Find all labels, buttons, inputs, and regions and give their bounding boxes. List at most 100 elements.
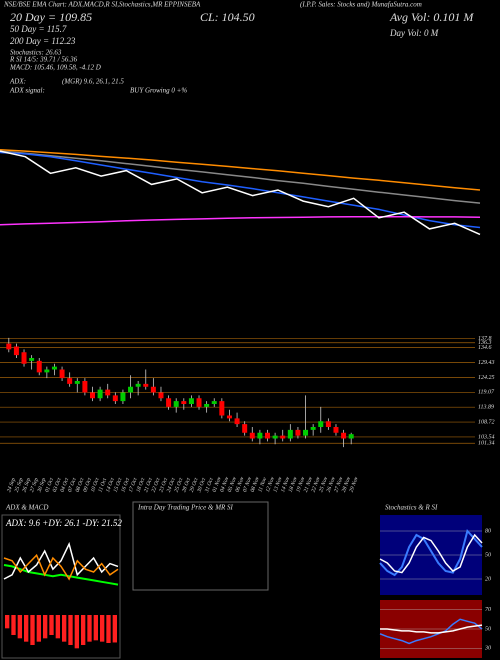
bar xyxy=(49,615,54,635)
candle-body xyxy=(59,369,65,379)
bar xyxy=(100,615,105,642)
x-tick-label: 04 Oct xyxy=(59,476,71,493)
candle-body xyxy=(211,401,217,404)
adx-vals: (MGR) 9.6, 26.1, 21.5 xyxy=(62,78,124,86)
rsi: R SI 14/5: 39.71 / 56.36 xyxy=(9,56,78,64)
y-tick-label: 30 xyxy=(484,646,491,652)
macd: MACD: 105.46, 109.58, -4.12 D xyxy=(9,64,101,72)
x-tick-label: 16 Oct xyxy=(120,477,131,493)
candle-body xyxy=(204,404,210,407)
x-tick-label: 25 Oct xyxy=(174,477,185,493)
candle-body xyxy=(181,401,187,404)
candle-body xyxy=(90,392,95,399)
series-line xyxy=(0,151,481,229)
x-tick-label: 12 Nov xyxy=(265,476,276,493)
bar xyxy=(74,615,79,649)
x-tick-label: 03 Oct xyxy=(52,477,63,493)
x-tick-label: 06 Nov xyxy=(234,476,245,493)
y-tick-label: 136.3 xyxy=(478,340,492,346)
candle-body xyxy=(36,360,42,373)
intraday-title: Intra Day Trading Price & MR SI xyxy=(137,504,234,512)
day-vol: Day Vol: 0 M xyxy=(389,28,439,38)
panel-title: ADX & MACD xyxy=(5,504,48,512)
x-tick-label: 21 Oct xyxy=(143,477,154,493)
series-line xyxy=(379,618,483,645)
x-tick-label: 01 Nov xyxy=(212,476,223,493)
y-tick-label: 103.54 xyxy=(478,433,495,440)
y-tick-label: 124.25 xyxy=(478,374,495,381)
candle-body xyxy=(112,395,118,402)
bar xyxy=(43,615,48,639)
candle-body xyxy=(242,424,248,433)
x-tick-label: 29 Oct xyxy=(189,477,200,493)
x-tick-label: 27 Sep xyxy=(29,477,40,493)
x-tick-label: 25 Nov xyxy=(318,476,329,493)
bar xyxy=(55,615,60,639)
y-tick-label: 134.6 xyxy=(478,344,492,351)
bar xyxy=(36,615,41,642)
x-tick-label: 27 Nov xyxy=(333,476,344,493)
x-tick-label: 28 Oct xyxy=(181,477,192,493)
bar xyxy=(81,615,86,645)
candle-body xyxy=(97,389,103,399)
candle-body xyxy=(219,401,225,416)
x-tick-label: 07 Oct xyxy=(67,477,78,493)
candle-body xyxy=(348,434,354,439)
candle-body xyxy=(310,427,316,430)
close: CL: 104.50 xyxy=(200,10,255,24)
y-tick-label: 108.72 xyxy=(478,419,495,425)
panel-subtitle: ADX: 9.6 +DY: 26.1 -DY: 21.52 xyxy=(5,518,122,528)
candle-body xyxy=(188,398,194,404)
intraday-panel xyxy=(132,501,269,591)
candle-body xyxy=(280,435,286,439)
bar xyxy=(112,615,117,643)
x-tick-label: 01 Oct xyxy=(44,477,55,493)
bar xyxy=(5,615,10,629)
ema50: 50 Day = 115.7 xyxy=(10,24,67,34)
series-line xyxy=(380,624,483,634)
y-tick-label: 50 xyxy=(485,552,491,558)
bar xyxy=(93,615,98,641)
series-line xyxy=(0,215,481,226)
candle-body xyxy=(333,427,339,433)
x-tick-label: 26 Nov xyxy=(326,476,337,493)
y-tick-label: 129.43 xyxy=(478,359,495,366)
x-tick-label: 26 Sep xyxy=(21,477,32,493)
x-tick-label: 14 Oct xyxy=(104,476,116,493)
ema200: 200 Day = 112.23 xyxy=(10,36,76,46)
y-tick-label: 70 xyxy=(485,607,491,613)
avg-vol: Avg Vol: 0.101 M xyxy=(389,10,474,24)
panel-title: Stochastics & R SI xyxy=(385,504,438,512)
x-tick-label: 22 Oct xyxy=(151,477,162,493)
candle-body xyxy=(265,432,270,439)
bar xyxy=(106,615,111,643)
x-tick-label: 09 Oct xyxy=(82,477,93,493)
x-tick-label: 07 Nov xyxy=(242,476,253,493)
x-tick-label: 21 Nov xyxy=(303,476,314,493)
series-line xyxy=(0,148,481,191)
x-tick-label: 11 Nov xyxy=(257,476,268,493)
candle-body xyxy=(67,378,73,384)
candle-body xyxy=(158,392,164,399)
adx: ADX: xyxy=(9,78,26,86)
x-tick-label: 15 Oct xyxy=(113,477,124,493)
candle-body xyxy=(13,346,19,356)
x-tick-label: 08 Oct xyxy=(75,477,86,493)
y-tick-label: 119.07 xyxy=(478,390,495,396)
candle-body xyxy=(82,381,88,393)
x-tick-label: 18 Oct xyxy=(136,477,147,493)
stoch: Stochastics: 26.63 xyxy=(10,49,62,57)
series-line xyxy=(379,528,483,577)
x-tick-label: 08 Nov xyxy=(250,476,261,493)
candle-body xyxy=(51,366,57,370)
bar xyxy=(87,615,92,642)
y-tick-label: 80 xyxy=(485,528,491,534)
x-tick-label: 13 Nov xyxy=(273,476,284,493)
candle-body xyxy=(173,401,179,407)
bar xyxy=(24,615,29,642)
candle-body xyxy=(325,421,331,427)
bar xyxy=(11,615,16,635)
x-tick-label: 24 Oct xyxy=(165,476,177,493)
x-tick-label: 11 Oct xyxy=(98,477,109,493)
